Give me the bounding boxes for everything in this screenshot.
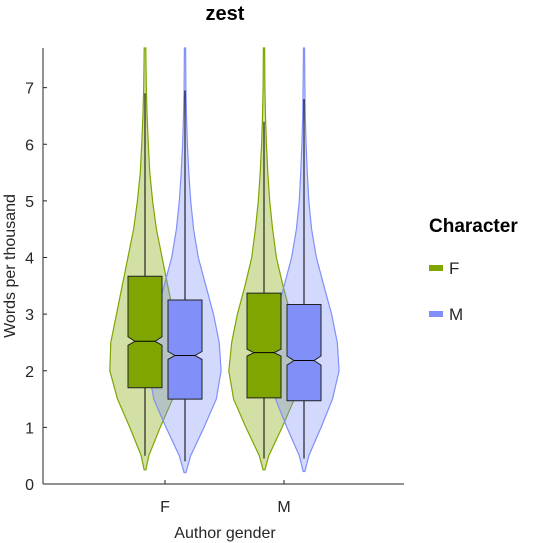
y-tick-label: 0 <box>25 477 34 494</box>
y-tick-label: 4 <box>25 251 34 268</box>
y-tick-label: 5 <box>25 194 34 211</box>
legend: Character F M <box>429 216 518 324</box>
y-axis-label: Words per thousand <box>2 194 19 338</box>
x-tick-label: M <box>277 499 290 516</box>
y-tick-label: 3 <box>25 307 34 324</box>
y-tick-label: 6 <box>25 137 34 154</box>
box-f-f <box>127 275 163 389</box>
y-tick-label: 2 <box>25 364 34 381</box>
plot-area <box>109 47 340 474</box>
legend-label-f: F <box>449 259 459 278</box>
box-f-m <box>246 292 282 399</box>
box-m-m <box>286 304 322 402</box>
legend-label-m: M <box>449 305 463 324</box>
x-axis-label: Author gender <box>174 525 276 542</box>
legend-swatch-m <box>429 311 443 317</box>
x-tick-label: F <box>160 499 170 516</box>
legend-swatch-f <box>429 265 443 271</box>
box-m-f <box>167 299 203 400</box>
chart-title: zest <box>206 3 245 25</box>
legend-title: Character <box>429 216 518 237</box>
axes: 0 1 2 3 4 5 6 7 F M <box>25 48 404 516</box>
y-tick-label: 7 <box>25 81 34 98</box>
y-tick-label: 1 <box>25 420 34 437</box>
